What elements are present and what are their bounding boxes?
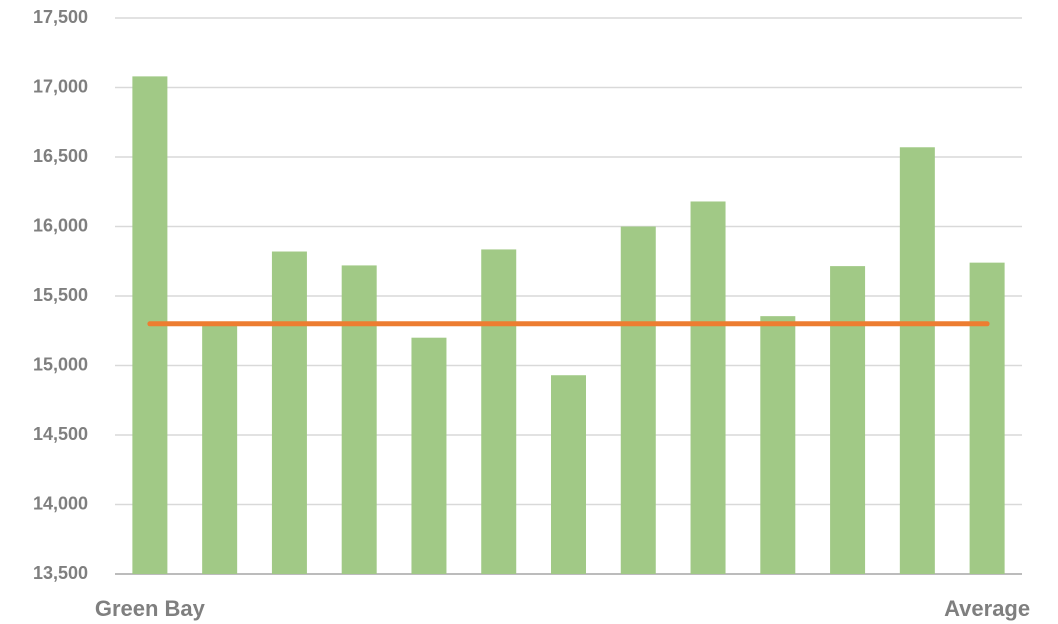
bar	[481, 249, 517, 574]
y-tick-label: 14,500	[33, 424, 88, 444]
bar	[969, 262, 1005, 574]
y-tick-label: 13,500	[33, 563, 88, 583]
bar	[411, 337, 447, 574]
bar	[690, 201, 726, 575]
bar	[551, 375, 586, 574]
y-tick-label: 16,500	[33, 146, 88, 166]
bar	[271, 251, 307, 574]
y-tick-label: 15,500	[33, 285, 88, 305]
y-tick-label: 16,000	[33, 215, 88, 235]
y-tick-label: 15,000	[33, 354, 88, 374]
bar	[202, 325, 238, 574]
y-tick-label: 17,500	[33, 7, 88, 27]
bar	[899, 147, 935, 574]
bar	[830, 266, 866, 574]
x-tick-label: Average	[944, 596, 1030, 621]
y-tick-label: 14,000	[33, 493, 88, 513]
bar	[341, 265, 377, 574]
bar	[620, 226, 656, 574]
x-tick-label: Green Bay	[95, 596, 206, 621]
bar	[760, 316, 796, 574]
y-tick-label: 17,000	[33, 76, 88, 96]
